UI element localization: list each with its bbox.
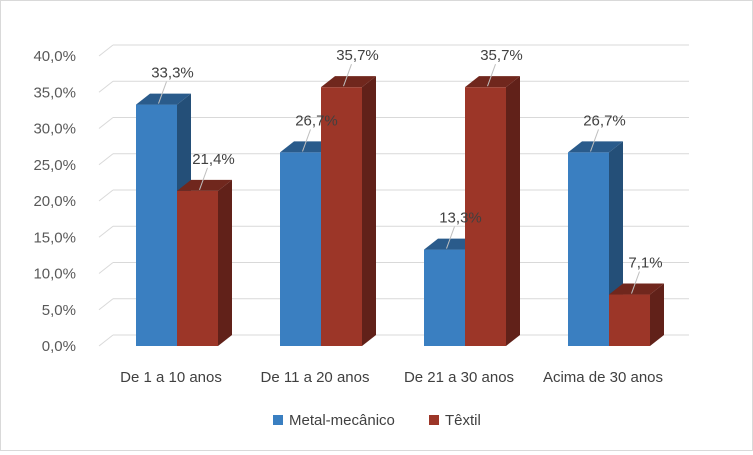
bar-side (218, 179, 232, 346)
legend-item: Têxtil (429, 412, 481, 429)
bar (609, 283, 664, 346)
gridline-side (98, 153, 114, 166)
bar-side (650, 283, 664, 346)
data-label-leader (631, 271, 640, 294)
bar-front (609, 294, 650, 346)
y-tick-label: 10,0% (33, 266, 76, 283)
gridline-side (98, 117, 114, 129)
legend-swatch (429, 415, 439, 425)
y-tick-label: 25,0% (33, 157, 76, 174)
data-label-leader (158, 81, 167, 104)
y-tick-label: 5,0% (42, 302, 76, 319)
y-tick-label: 35,0% (33, 84, 76, 101)
legend-swatch (273, 415, 283, 425)
bar-side (362, 76, 376, 347)
x-category-label: Acima de 30 anos (543, 369, 663, 386)
y-tick-label: 20,0% (33, 193, 76, 210)
legend: Metal-mecânico Têxtil (273, 412, 481, 429)
data-labels: 33,3% 21,4% 26,7% 35,7% 13,3% 35,7% 26,7% 7,1% (151, 47, 663, 294)
gridline-side (98, 189, 114, 202)
bar (465, 76, 520, 347)
gridline-side (98, 80, 114, 93)
legend-item: Metal-mecânico (273, 412, 395, 429)
data-label: 21,4% (192, 151, 235, 168)
gridline-side (98, 44, 114, 57)
x-category-label: De 1 a 10 anos (120, 369, 222, 386)
bar-top (568, 141, 623, 153)
data-label-leader (343, 64, 352, 87)
data-label-leader (446, 226, 455, 249)
y-tick-label: 40,0% (33, 48, 76, 65)
bar-front (280, 152, 321, 346)
bar (177, 179, 232, 346)
bar-top (609, 283, 664, 295)
data-label-leader (487, 64, 496, 87)
data-label: 7,1% (628, 255, 662, 272)
y-tick-label: 30,0% (33, 121, 76, 138)
data-label-leader (302, 129, 311, 152)
data-label: 35,7% (480, 47, 523, 64)
bar-front (136, 104, 177, 346)
bar-top (177, 179, 232, 191)
x-category-label: De 21 a 30 anos (404, 369, 514, 386)
data-label: 33,3% (151, 65, 194, 82)
bar-front (177, 190, 218, 346)
legend-label: Metal-mecânico (289, 412, 395, 429)
bar-top (321, 76, 376, 88)
legend-label: Têxtil (445, 412, 481, 429)
bar-front (465, 87, 506, 347)
gridline-side (98, 262, 114, 274)
bar (321, 76, 376, 347)
bar-front (424, 249, 465, 346)
data-label: 35,7% (336, 47, 379, 64)
data-label: 13,3% (439, 210, 482, 227)
data-label-leader (590, 129, 599, 152)
y-axis-tick-labels: 0,0% 5,0% 10,0% 15,0% 20,0% 25,0% 30,0% 35,0% 40… (33, 48, 76, 355)
bars (136, 76, 664, 347)
gridline-side (98, 225, 114, 238)
bar-front (568, 152, 609, 346)
bar-top (136, 93, 191, 105)
data-label: 26,7% (295, 112, 338, 129)
bar-top (465, 76, 520, 88)
y-tick-label: 15,0% (33, 229, 76, 246)
gridline-side (98, 298, 114, 311)
data-label: 26,7% (583, 112, 626, 129)
gridline-side (98, 334, 114, 347)
x-category-label: De 11 a 20 anos (261, 369, 370, 386)
y-tick-label: 0,0% (42, 338, 76, 355)
bar-side (506, 76, 520, 347)
bar-front (321, 87, 362, 347)
data-label-leader (199, 167, 208, 191)
